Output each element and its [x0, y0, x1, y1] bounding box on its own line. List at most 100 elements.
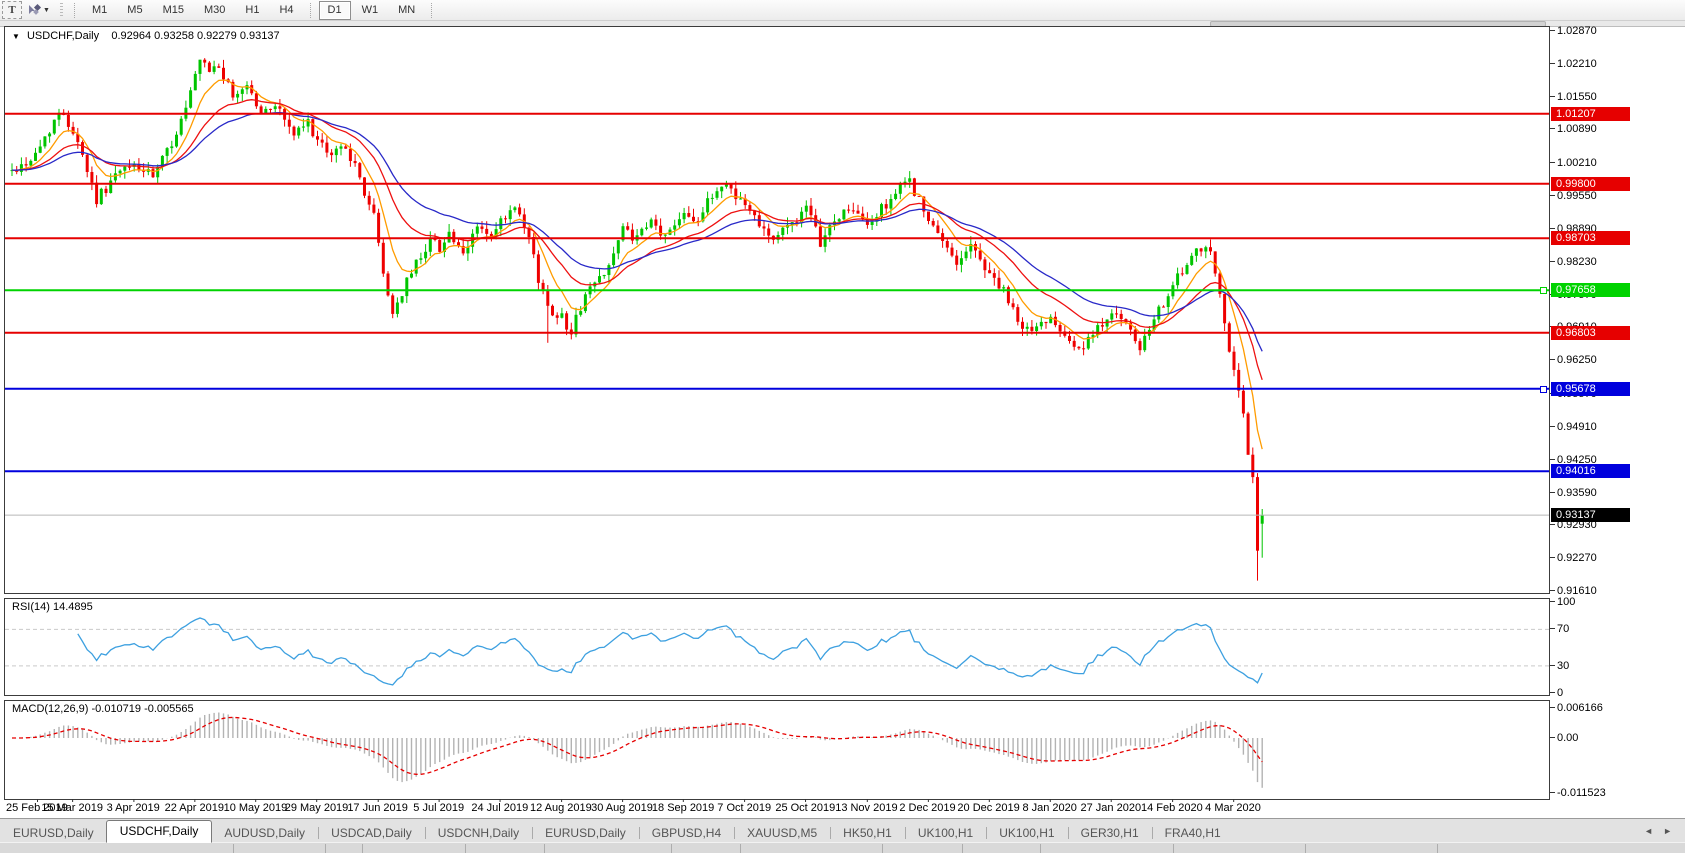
y-tick-label: 0.92930: [1550, 519, 1597, 532]
status-cell-separator: [544, 844, 545, 853]
date-label: 24 Jul 2019: [471, 799, 529, 814]
status-cell-separator: [362, 844, 363, 853]
macd-plot: [5, 701, 1549, 804]
chart-title: ▼ USDCHF,Daily 0.92964 0.93258 0.92279 0…: [12, 30, 280, 42]
date-label: 2 Dec 2019: [899, 799, 956, 814]
date-label: 18 Sep 2019: [651, 799, 715, 814]
timeframe-buttons: M1 M5 M15 M30 H1 H4 D1 W1 MN: [68, 0, 439, 20]
ohlc-label: 0.92964 0.93258 0.92279 0.93137: [111, 30, 280, 42]
macd-tick-label: 0.00: [1549, 732, 1579, 744]
date-label: 17 Jun 2019: [347, 799, 408, 814]
date-label: 25 Oct 2019: [775, 799, 836, 814]
timeframe-button-m5[interactable]: M5: [127, 3, 143, 16]
tab-ger30-h1[interactable]: GER30,H1: [1067, 823, 1152, 843]
tab-hk50-h1[interactable]: HK50,H1: [830, 823, 905, 843]
toolbar-separator: [60, 2, 63, 18]
timeframe-button-d1[interactable]: D1: [318, 0, 351, 20]
date-label: 5 Jul 2019: [413, 799, 465, 814]
rsi-tick-label: 30: [1549, 659, 1570, 672]
timeframe-button-m15[interactable]: M15: [162, 3, 184, 16]
tab-audusd-daily[interactable]: AUDUSD,Daily: [211, 823, 318, 843]
date-label: 12 Aug 2019: [529, 799, 592, 814]
y-tick-label: 0.92270: [1550, 552, 1597, 565]
tab-usdcad-daily[interactable]: USDCAD,Daily: [318, 823, 425, 843]
status-cell-separator: [1437, 844, 1438, 853]
tab-uk100-h1[interactable]: UK100,H1: [986, 823, 1067, 843]
date-axis: 25 Feb 2019 15 Mar 2019 3 Apr 2019 22 Apr 2…: [4, 799, 1549, 816]
y-axis: 1.02870 1.02210 1.01550 1.00890 1.00210 0.995…: [1540, 25, 1685, 800]
date-label: 29 May 2019: [284, 799, 349, 814]
price-line-label: 0.96803: [1551, 325, 1630, 340]
date-label: 10 May 2019: [223, 799, 288, 814]
date-label: 30 Aug 2019: [591, 799, 653, 814]
y-tick-label: 1.01550: [1550, 90, 1597, 103]
timeframe-button-h1[interactable]: H1: [245, 3, 260, 16]
main-chart-pane: ▼ USDCHF,Daily 0.92964 0.93258 0.92279 0…: [4, 26, 1550, 594]
candlestick-plot: [5, 27, 1549, 598]
status-cell-separator: [325, 844, 326, 853]
status-cell-separator: [882, 844, 883, 853]
y-tick-label: 1.00890: [1550, 123, 1597, 136]
status-cell-separator: [465, 844, 466, 853]
price-line-label: 0.99800: [1551, 176, 1630, 191]
macd-tick-label: 0.006166: [1550, 702, 1603, 715]
rsi-tick-label: 70: [1549, 623, 1570, 636]
tab-fra40-h1[interactable]: FRA40,H1: [1151, 823, 1234, 843]
y-tick-label: 1.02210: [1550, 57, 1597, 70]
y-tick-label: 0.96250: [1550, 354, 1597, 367]
timeframe-button-w1[interactable]: W1: [361, 3, 379, 16]
timeframe-button-mn[interactable]: MN: [398, 3, 416, 16]
tab-usdcnh-daily[interactable]: USDCNH,Daily: [424, 823, 532, 843]
current-price-label: 0.93137: [1551, 508, 1630, 523]
arrows-tool-button[interactable]: ▼: [26, 2, 50, 18]
status-cell-separator: [1040, 844, 1041, 853]
status-cell-separator: [233, 844, 234, 853]
tab-eurusd-daily[interactable]: EURUSD,Daily: [532, 823, 639, 843]
arrows-dropdown-caret-icon[interactable]: ▼: [43, 6, 50, 14]
status-bar: [0, 842, 1685, 853]
arrows-icon: [29, 3, 42, 15]
timeframe-button-m30[interactable]: M30: [203, 3, 226, 16]
line-handle[interactable]: [1540, 287, 1547, 295]
text-tool-button[interactable]: T: [2, 1, 22, 19]
macd-tick-label: -0.011523: [1550, 787, 1606, 800]
y-tick-label: 0.99550: [1550, 190, 1597, 203]
status-cell-separator: [740, 844, 741, 853]
tab-gbpusd-h4[interactable]: GBPUSD,H4: [638, 823, 734, 843]
line-handle[interactable]: [1540, 385, 1547, 393]
tab-usdchf-daily[interactable]: USDCHF,Daily: [105, 820, 213, 843]
y-tick-label: 0.91610: [1550, 585, 1597, 597]
symbol-label: USDCHF,Daily: [26, 30, 100, 42]
rsi-tick-label: 0: [1549, 687, 1564, 700]
tab-scroll-right-button[interactable]: ►: [1663, 826, 1672, 836]
status-cell-separator: [671, 844, 672, 853]
tab-eurusd-daily[interactable]: EURUSD,Daily: [13, 826, 94, 840]
date-label: 8 Jan 2020: [1022, 799, 1077, 814]
y-tick-label: 0.94250: [1550, 453, 1597, 466]
toolbar-separator: [431, 2, 433, 18]
date-label: 22 Apr 2019: [164, 799, 224, 814]
rsi-plot: [5, 599, 1549, 700]
date-label: 15 Mar 2019: [41, 799, 103, 814]
chart-title-dropdown-icon[interactable]: ▼: [12, 32, 20, 41]
toolbar-separator: [309, 2, 312, 18]
date-label: 27 Jan 2020: [1080, 799, 1142, 814]
y-tick-label: 0.98230: [1550, 255, 1597, 268]
macd-label: MACD(12,26,9) -0.010719 -0.005565: [12, 703, 194, 715]
price-line-label: 1.01207: [1551, 106, 1630, 121]
tab-uk100-h1[interactable]: UK100,H1: [904, 823, 986, 843]
tab-xauusd-m5[interactable]: XAUUSD,M5: [734, 823, 830, 843]
tab-scroll-left-button[interactable]: ◄: [1644, 826, 1654, 836]
y-tick-label: 1.00210: [1550, 157, 1597, 170]
timeframe-button-m1[interactable]: M1: [92, 3, 108, 16]
price-line-label: 0.94016: [1551, 464, 1630, 479]
rsi-pane: RSI(14) 14.4895: [4, 598, 1550, 696]
date-label: 14 Feb 2020: [1141, 799, 1203, 814]
date-label: 3 Apr 2019: [106, 799, 160, 814]
date-label: 7 Oct 2019: [717, 799, 772, 814]
y-tick-label: 1.02870: [1550, 25, 1597, 37]
tab-bar: EURUSD,Daily USDCHF,Daily AUDUSD,Daily USDC…: [0, 818, 1685, 843]
date-label: 20 Dec 2019: [957, 799, 1020, 814]
timeframe-button-h4[interactable]: H4: [279, 3, 294, 16]
